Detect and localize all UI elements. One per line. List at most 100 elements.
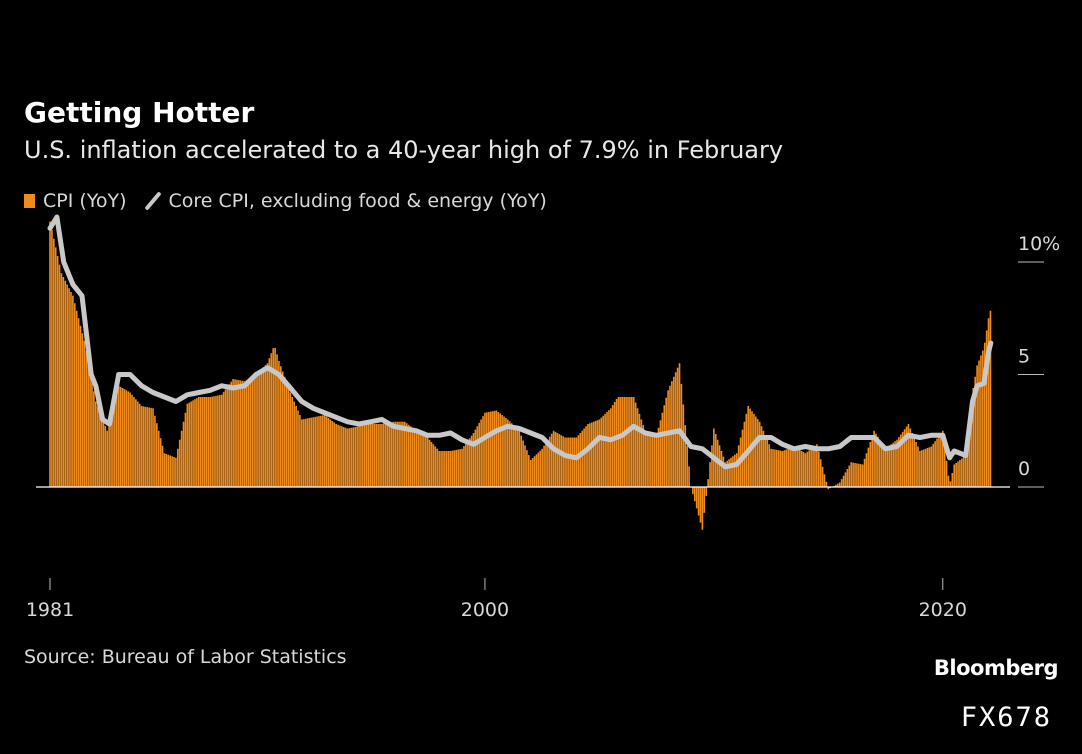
cpi-bar (915, 442, 917, 487)
cpi-bar (755, 416, 757, 487)
cpi-bar (491, 411, 494, 487)
cpi-bar (880, 442, 883, 487)
cpi-bar (852, 462, 854, 487)
cpi-bar (245, 380, 248, 487)
cpi-bar (650, 433, 652, 487)
cpi-bar (903, 429, 906, 487)
cpi-bar (535, 454, 538, 487)
cpi-bar (96, 406, 99, 487)
cpi-bar (970, 403, 973, 487)
cpi-bar (703, 487, 706, 513)
cpi-bar (783, 450, 786, 487)
cpi-bar (732, 456, 734, 487)
cpi-bar (987, 318, 990, 487)
cpi-bar (961, 458, 963, 487)
cpi-bar (940, 433, 942, 487)
cpi-bar (978, 360, 980, 487)
cpi-bar (919, 451, 921, 487)
cpi-bar (982, 350, 984, 487)
y-axis: 10% 5 0 (1018, 233, 1060, 488)
cpi-bar (383, 423, 385, 487)
cpi-bar (173, 457, 175, 487)
cpi-bar (669, 385, 671, 487)
cpi-bar (762, 430, 765, 487)
cpi-bar (510, 423, 513, 487)
cpi-bar (392, 421, 395, 487)
cpi-bar (371, 424, 374, 487)
cpi-bar (396, 421, 398, 487)
cpi-bar (548, 436, 551, 487)
cpi-bar (886, 447, 889, 487)
cpi-bar (516, 428, 519, 487)
cpi-bar (665, 397, 667, 487)
y-tick-label: 5 (1018, 346, 1030, 368)
cpi-bar (667, 390, 669, 487)
cpi-bar (316, 416, 318, 487)
cpi-bar (102, 421, 105, 487)
cpi-bar (604, 413, 606, 487)
cpi-bar (421, 434, 423, 487)
cpi-bar (142, 406, 145, 487)
cpi-bar (449, 451, 452, 487)
cpi-bar (983, 342, 986, 487)
cpi-bar (390, 422, 393, 487)
cpi-bar (236, 379, 238, 487)
cpi-bar (388, 422, 391, 487)
cpi-bar (234, 379, 236, 487)
cpi-bar (951, 472, 954, 487)
cpi-bar (589, 423, 591, 487)
cpi-bar (478, 422, 481, 487)
cpi-bar (890, 444, 893, 487)
cpi-bar (115, 393, 118, 487)
cpi-bar (972, 388, 975, 487)
cpi-bar (718, 445, 721, 487)
cpi-bar (148, 407, 151, 487)
cpi-bar (953, 464, 956, 487)
cpi-bar (89, 371, 91, 487)
cpi-bar (346, 428, 349, 487)
cpi-bar (205, 397, 208, 487)
cpi-bar (625, 397, 627, 487)
cpi-bar (196, 398, 198, 487)
cpi-bar (825, 481, 828, 487)
cpi-bar (209, 397, 212, 487)
cpi-bar (766, 439, 769, 487)
cpi-bar (602, 415, 605, 487)
cpi-bar (468, 438, 471, 487)
cpi-bar (354, 427, 357, 487)
cpi-bar (932, 443, 935, 487)
cpi-bar (211, 396, 213, 487)
cpi-bar (959, 460, 961, 487)
cpi-bar (634, 402, 637, 487)
cpi-bar (104, 425, 107, 487)
cpi-bar (747, 406, 750, 487)
cpi-bar (327, 418, 330, 487)
cpi-bar (409, 426, 412, 487)
cpi-bar (913, 437, 915, 487)
cpi-bar (936, 438, 938, 487)
cpi-bar (501, 415, 503, 487)
cpi-bar (289, 392, 292, 487)
watermark: FX678 (960, 702, 1052, 733)
cpi-bar (985, 330, 988, 487)
cpi-bar (81, 333, 84, 487)
cpi-bar (423, 435, 425, 487)
cpi-bar (461, 448, 463, 487)
cpi-bar (64, 280, 67, 487)
cpi-bar (287, 387, 290, 487)
cpi-bar (114, 400, 116, 487)
chart-legend: CPI (YoY) Core CPI, excluding food & ene… (24, 190, 547, 212)
cpi-bar (508, 421, 511, 487)
cpi-bar (817, 451, 820, 487)
cpi-bar (692, 487, 694, 495)
cpi-bar (358, 426, 360, 487)
cpi-bar (871, 436, 873, 487)
cpi-bar (419, 433, 421, 487)
cpi-bar (720, 451, 723, 487)
cpi-bar (882, 445, 885, 487)
cpi-bar (186, 403, 189, 487)
cpi-bar (497, 412, 500, 487)
cpi-bar (926, 448, 929, 487)
cpi-bar (976, 365, 978, 487)
x-tick-label: 2020 (919, 599, 967, 621)
